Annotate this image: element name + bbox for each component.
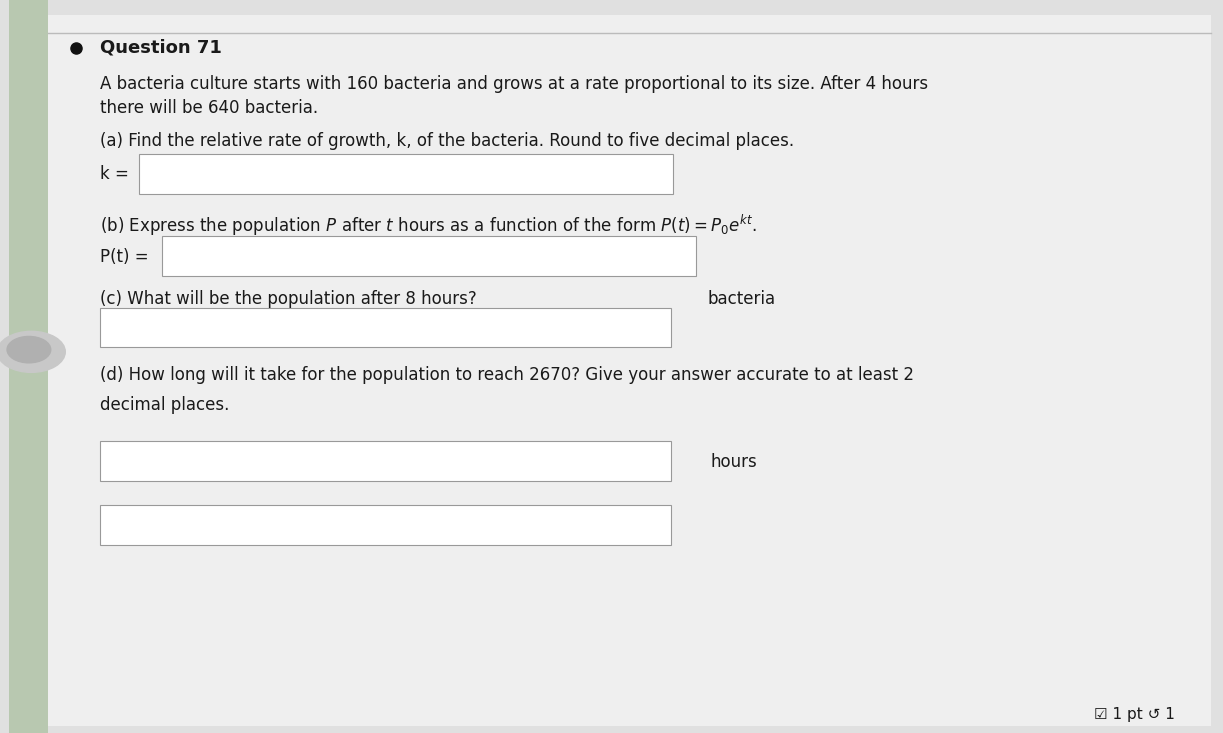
Text: (b) Express the population $P$ after $t$ hours as a function of the form $P(t) =: (b) Express the population $P$ after $t$… bbox=[100, 213, 757, 237]
FancyBboxPatch shape bbox=[163, 236, 696, 276]
Text: decimal places.: decimal places. bbox=[100, 396, 230, 413]
Text: Question 71: Question 71 bbox=[100, 39, 223, 56]
FancyBboxPatch shape bbox=[10, 0, 49, 733]
Text: (c) What will be the population after 8 hours?: (c) What will be the population after 8 … bbox=[100, 290, 477, 308]
Text: bacteria: bacteria bbox=[707, 290, 775, 308]
Text: there will be 640 bacteria.: there will be 640 bacteria. bbox=[100, 100, 319, 117]
FancyBboxPatch shape bbox=[100, 505, 671, 545]
Circle shape bbox=[7, 336, 50, 363]
Text: (a) Find the relative rate of growth, k, of the bacteria. Round to five decimal : (a) Find the relative rate of growth, k,… bbox=[100, 132, 795, 150]
Text: A bacteria culture starts with 160 bacteria and grows at a rate proportional to : A bacteria culture starts with 160 bacte… bbox=[100, 75, 928, 93]
FancyBboxPatch shape bbox=[49, 15, 1211, 726]
FancyBboxPatch shape bbox=[100, 441, 671, 481]
Text: (d) How long will it take for the population to reach 2670? Give your answer acc: (d) How long will it take for the popula… bbox=[100, 366, 915, 384]
Text: ☑ 1 pt ↺ 1: ☑ 1 pt ↺ 1 bbox=[1093, 707, 1174, 722]
FancyBboxPatch shape bbox=[139, 154, 674, 194]
Text: k =: k = bbox=[100, 166, 130, 183]
FancyBboxPatch shape bbox=[100, 308, 671, 347]
Text: hours: hours bbox=[711, 453, 757, 471]
Text: P(t) =: P(t) = bbox=[100, 248, 149, 265]
Circle shape bbox=[0, 331, 65, 372]
